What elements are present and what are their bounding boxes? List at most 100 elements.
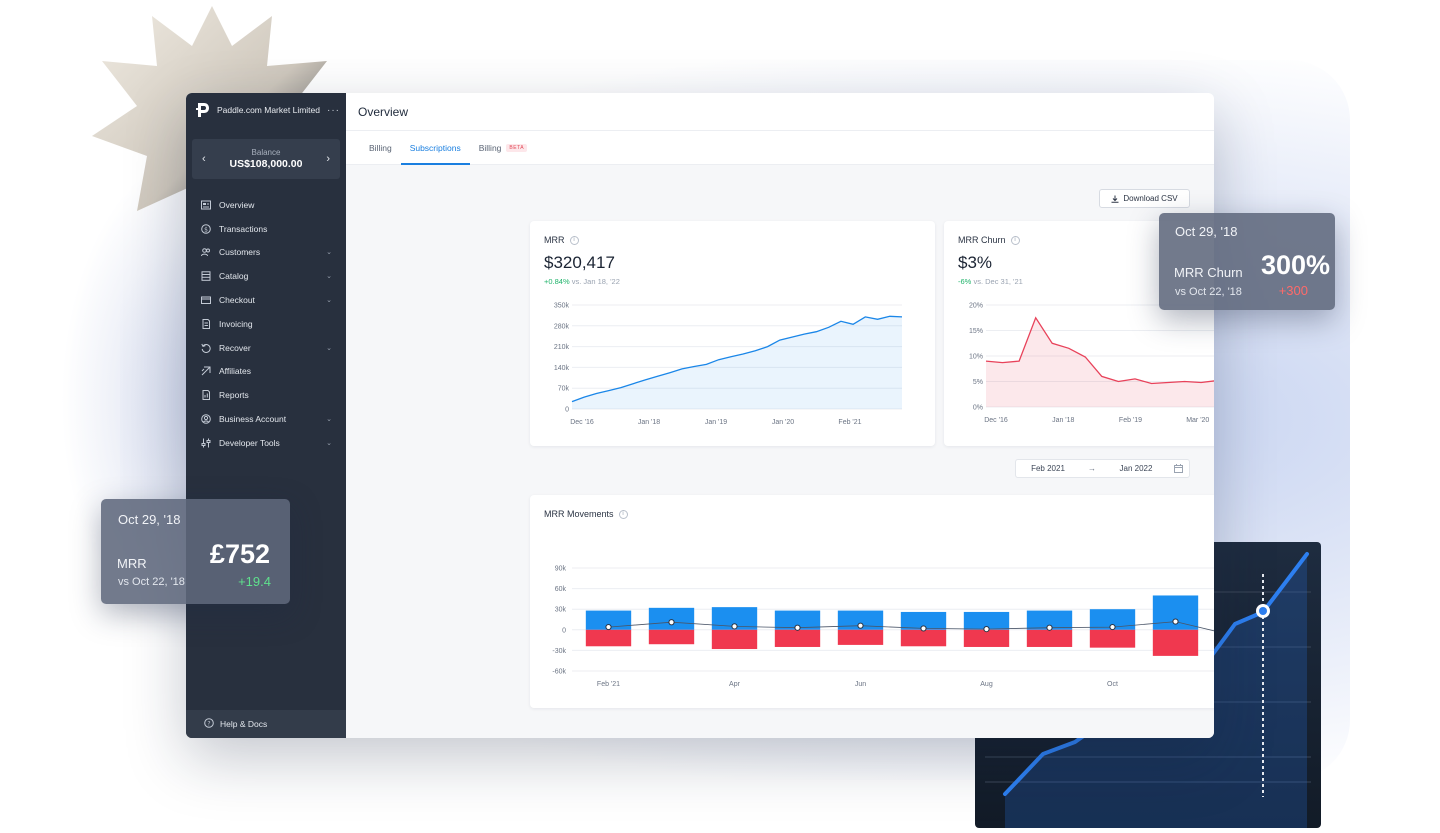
y-tick-label: 210k: [554, 344, 570, 351]
bar-positive: [1089, 609, 1136, 630]
mrr-churn-card: MRR Churn i $3% -6% vs. Dec 31, '21 0% 5% 1…: [944, 221, 1214, 446]
help-docs-link[interactable]: ? Help & Docs: [186, 710, 346, 738]
mrr-churn-tooltip-card: Oct 29, '18 MRR Churn vs Oct 22, '18 300…: [1159, 213, 1335, 310]
chevron-down-icon: ⌄: [326, 416, 332, 424]
question-circle-icon: ?: [204, 715, 214, 733]
sidebar-item-checkout[interactable]: Checkout ⌄: [186, 288, 346, 312]
info-icon[interactable]: i: [569, 235, 579, 245]
bar-negative: [1026, 629, 1073, 647]
sidebar-item-recover[interactable]: Recover ⌄: [186, 336, 346, 360]
sidebar-item-label: Reports: [219, 390, 249, 401]
users-icon: [201, 247, 211, 257]
chevron-down-icon: ⌄: [326, 273, 332, 281]
sidebar-item-developer-tools[interactable]: Developer Tools ⌄: [186, 431, 346, 455]
tab-billing[interactable]: Billing: [360, 131, 401, 164]
more-menu-icon[interactable]: ···: [327, 104, 340, 116]
y-tick-label: 90k: [555, 566, 567, 573]
x-tick-label: Jan '20: [772, 419, 794, 426]
range-end[interactable]: Jan 2022: [1119, 464, 1153, 473]
sidebar-item-label: Transactions: [219, 223, 268, 234]
tooltip-compare: vs Oct 22, '18: [1175, 286, 1242, 298]
sidebar-item-label: Affiliates: [219, 366, 251, 377]
net-point: [920, 625, 927, 632]
net-point: [857, 622, 864, 629]
sidebar-item-customers[interactable]: Customers ⌄: [186, 241, 346, 265]
dollar-circle-icon: $: [201, 223, 211, 234]
bar-negative: [585, 629, 632, 647]
mrr-change: +0.84% vs. Jan 18, '22: [544, 277, 620, 286]
info-icon[interactable]: i: [618, 509, 628, 519]
tooltip-metric: MRR Churn: [1174, 265, 1243, 280]
recover-icon: [201, 343, 211, 353]
mrr-churn-chart: 0% 5% 10% 15% 20% Dec '16 Jan '18 Feb '19 Mar '2…: [969, 303, 1214, 424]
tooltip-metric: MRR: [117, 556, 147, 571]
main-content: Overview Billing Subscriptions Billing BE…: [346, 93, 1214, 738]
download-icon: [1111, 190, 1119, 208]
bar-positive: [648, 607, 695, 630]
sidebar-item-label: Overview: [219, 199, 255, 210]
net-point: [731, 623, 738, 630]
info-icon[interactable]: i: [1010, 235, 1020, 245]
date-range-picker[interactable]: Feb 2021 → Jan 2022: [1015, 459, 1190, 478]
x-tick-label: Dec '16: [570, 419, 594, 426]
mrr-churn-value: $3%: [958, 253, 993, 272]
download-csv-button[interactable]: Download CSV: [1099, 189, 1190, 208]
sidebar-item-overview[interactable]: Overview: [186, 193, 346, 217]
mrr-movements-title: MRR Movements i: [544, 509, 628, 519]
dashboard-icon: [201, 200, 211, 210]
chevron-down-icon: ⌄: [326, 297, 332, 305]
sidebar: Paddle.com Market Limited ··· ‹ Balance …: [186, 93, 346, 738]
account-icon: [201, 414, 211, 424]
invoice-icon: [201, 318, 211, 329]
net-point: [794, 624, 801, 631]
card-title-text: MRR Churn: [958, 235, 1006, 245]
tab-billing-beta[interactable]: Billing BETA: [470, 131, 536, 164]
organization-name: Paddle.com Market Limited: [217, 105, 320, 115]
range-start[interactable]: Feb 2021: [1031, 464, 1065, 473]
series-line: [985, 316, 1214, 385]
page-title: Overview: [358, 104, 409, 119]
sidebar-item-business-account[interactable]: Business Account ⌄: [186, 407, 346, 431]
bar-positive: [900, 611, 947, 630]
tab-subscriptions[interactable]: Subscriptions: [400, 131, 470, 165]
x-tick-label: Aug: [980, 681, 993, 688]
mrr-change-value: +0.84%: [544, 277, 570, 286]
bar-positive: [963, 611, 1010, 630]
x-tick-label: Jun: [855, 681, 866, 688]
mrr-movements-card: MRR Movements i 90k 60k 30k 0 -30k -60k Feb '21…: [530, 495, 1214, 708]
beta-badge: BETA: [506, 143, 528, 152]
y-tick-label: 280k: [554, 323, 570, 330]
x-tick-label: Jan '18: [638, 419, 660, 426]
sidebar-item-reports[interactable]: Reports: [186, 383, 346, 407]
y-tick-label: 0: [562, 627, 566, 634]
sidebar-item-affiliates[interactable]: Affiliates: [186, 360, 346, 384]
x-tick-label: Jan '18: [1052, 417, 1074, 424]
sidebar-item-label: Checkout: [219, 295, 255, 306]
y-tick-label: 140k: [554, 365, 570, 372]
sidebar-item-catalog[interactable]: Catalog ⌄: [186, 264, 346, 288]
bar-positive: [1026, 610, 1073, 630]
x-tick-label: Feb '19: [1119, 417, 1142, 424]
tab-label: Billing: [369, 142, 392, 153]
sidebar-item-invoicing[interactable]: Invoicing: [186, 312, 346, 336]
y-tick-label: 70k: [558, 386, 570, 393]
tooltip-value: 300%: [1260, 250, 1330, 280]
bar-positive: [774, 610, 821, 630]
balance-next-button[interactable]: ›: [326, 153, 330, 165]
net-point: [983, 626, 990, 633]
tooltip-delta: +19.4: [238, 574, 271, 589]
calendar-icon[interactable]: [1168, 464, 1189, 473]
sliders-icon: [201, 438, 211, 448]
net-point: [1046, 624, 1053, 631]
tooltip-date: Oct 29, '18: [118, 512, 181, 527]
bar-negative: [648, 629, 695, 645]
chevron-down-icon: ⌄: [326, 344, 332, 352]
y-tick-label: 10%: [969, 354, 983, 361]
credit-card-icon: [201, 295, 211, 305]
sidebar-nav: Overview $ Transactions Customers ⌄ Cata…: [186, 193, 346, 455]
card-title-text: MRR: [544, 235, 565, 245]
sidebar-item-transactions[interactable]: $ Transactions: [186, 217, 346, 241]
balance-prev-button[interactable]: ‹: [202, 153, 206, 165]
